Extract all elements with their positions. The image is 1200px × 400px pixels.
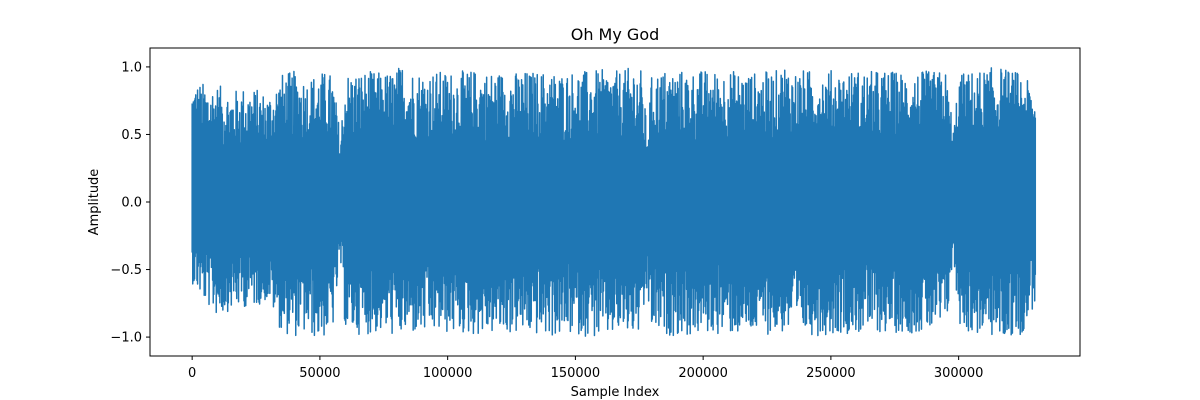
waveform-line bbox=[191, 67, 1037, 337]
x-tick-label: 200000 bbox=[678, 366, 728, 381]
x-tick-label: 0 bbox=[188, 366, 196, 381]
chart-title: Oh My God bbox=[571, 25, 660, 44]
y-tick-label: 0.0 bbox=[121, 196, 142, 211]
x-tick-label: 50000 bbox=[299, 366, 340, 381]
x-tick-label: 250000 bbox=[806, 366, 856, 381]
y-axis-label: Amplitude bbox=[87, 169, 102, 236]
x-tick-label: 150000 bbox=[551, 366, 601, 381]
y-tick-label: 0.5 bbox=[121, 128, 142, 143]
y-tick-label: 1.0 bbox=[121, 60, 142, 75]
y-tick-label: −0.5 bbox=[110, 263, 142, 278]
y-axis: −1.0 −0.5 0.0 0.5 1.0 bbox=[110, 60, 150, 346]
x-axis-label: Sample Index bbox=[571, 385, 660, 400]
x-axis: 0 50000 100000 150000 200000 250000 300000 bbox=[188, 356, 983, 381]
y-tick-label: −1.0 bbox=[110, 331, 142, 346]
series-layer bbox=[191, 67, 1037, 337]
x-tick-label: 300000 bbox=[934, 366, 984, 381]
x-tick-label: 100000 bbox=[423, 366, 473, 381]
